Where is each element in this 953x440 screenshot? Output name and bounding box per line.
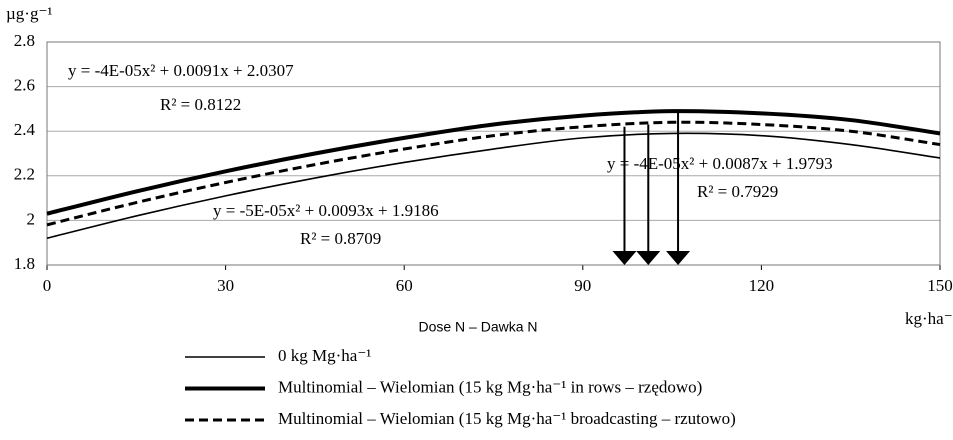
- y-unit: µg·g⁻¹: [6, 4, 53, 23]
- line-series: [46, 120, 941, 227]
- x-tick-label: 30: [217, 276, 234, 295]
- annotation: R² = 0.8709: [300, 229, 381, 248]
- x-tick-label: 0: [43, 276, 52, 295]
- line-series: [46, 109, 941, 216]
- annotation: R² = 0.8122: [160, 95, 241, 114]
- arrow-head: [636, 251, 661, 265]
- y-tick-label: 2.2: [14, 165, 35, 184]
- legend-label: Multinomial – Wielomian (15 kg Mg·ha⁻¹ i…: [278, 377, 702, 396]
- annotation: y = -4E-05x² + 0.0087x + 1.9793: [607, 154, 833, 173]
- x-axis-title: Dose N – Dawka N: [418, 319, 537, 335]
- y-tick-label: 2.4: [14, 120, 36, 139]
- annotation: R² = 0.7929: [697, 182, 778, 201]
- annotation: y = -4E-05x² + 0.0091x + 2.0307: [68, 61, 294, 80]
- y-tick-label: 2: [27, 209, 36, 228]
- arrow-head: [666, 251, 691, 265]
- x-unit: kg·ha⁻¹: [905, 309, 953, 328]
- annotation: y = -5E-05x² + 0.0093x + 1.9186: [213, 201, 439, 220]
- x-tick-label: 150: [927, 276, 953, 295]
- legend-label: Multinomial – Wielomian (15 kg Mg·ha⁻¹ b…: [278, 409, 736, 428]
- arrow-head: [612, 251, 637, 265]
- plot-border: [46, 41, 941, 266]
- y-tick-label: 2.8: [14, 31, 35, 50]
- x-tick-label: 90: [574, 276, 591, 295]
- y-tick-label: 2.6: [14, 76, 35, 95]
- line-series: [46, 132, 941, 240]
- legend-label: 0 kg Mg·ha⁻¹: [278, 346, 371, 365]
- x-tick-label: 120: [749, 276, 775, 295]
- x-tick-label: 60: [396, 276, 413, 295]
- y-tick-label: 1.8: [14, 254, 35, 273]
